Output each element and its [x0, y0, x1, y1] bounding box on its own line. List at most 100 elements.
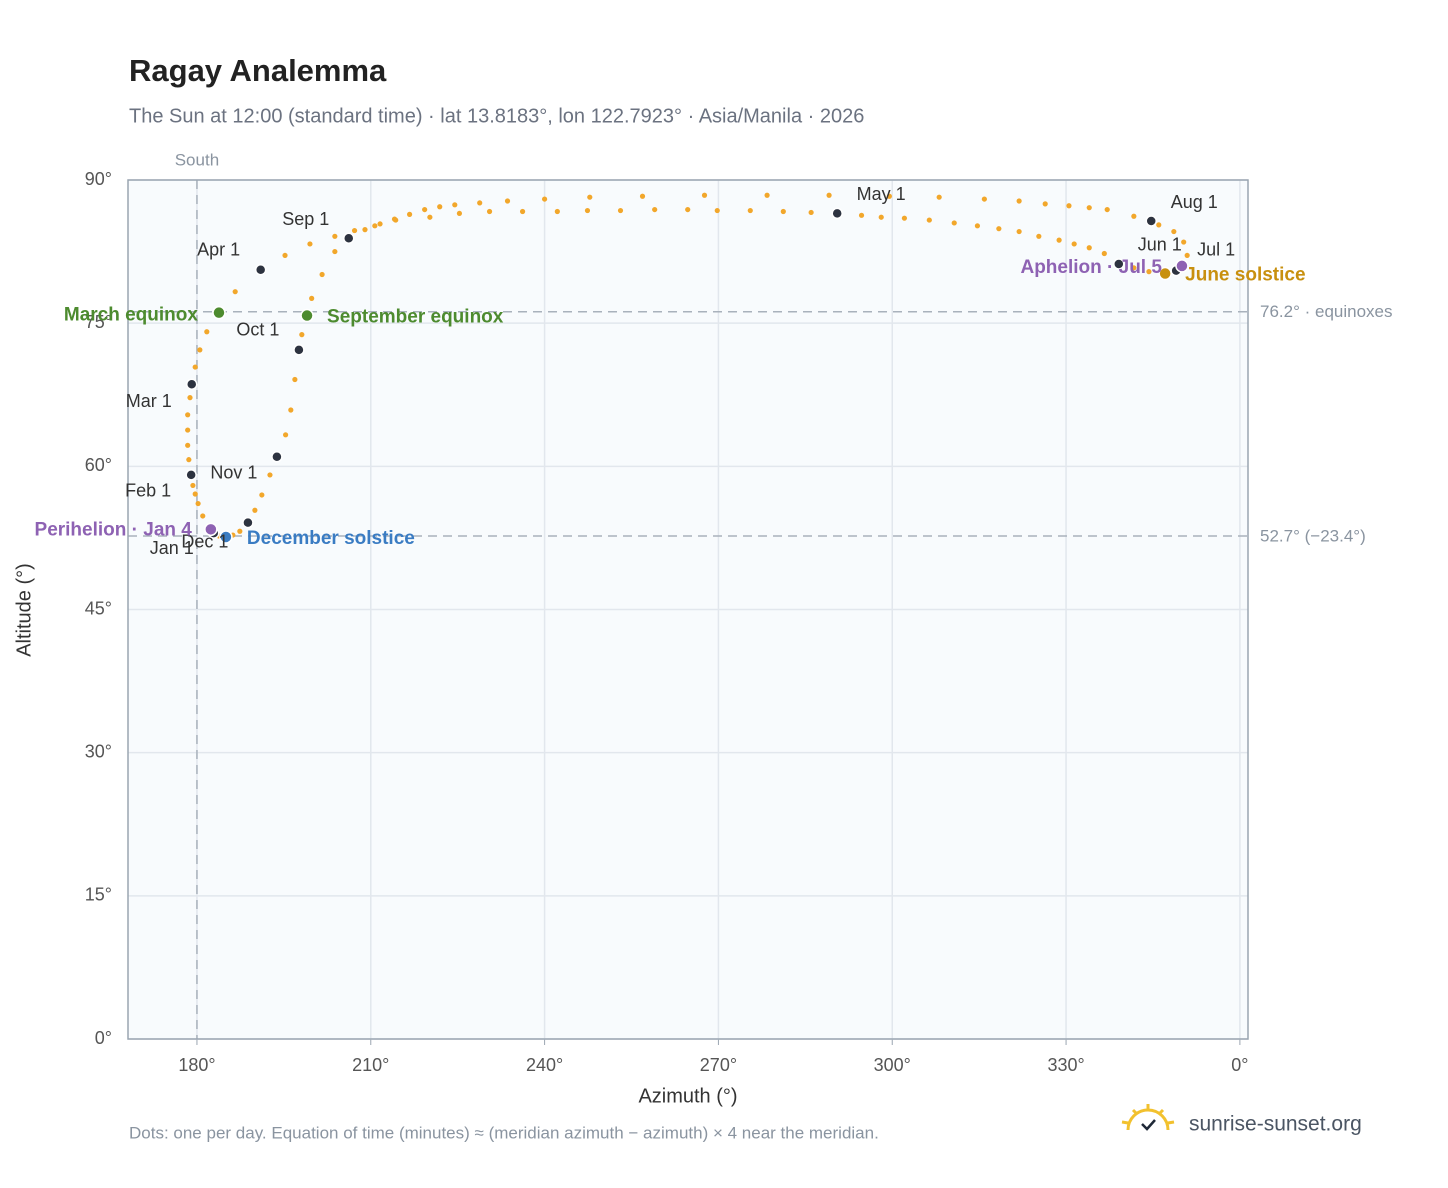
daily-dot	[1101, 250, 1107, 257]
reference-label: 52.7° (−23.4°)	[1260, 526, 1366, 545]
daily-dot	[452, 202, 458, 208]
daily-dot	[362, 227, 368, 233]
daily-dot	[1131, 265, 1137, 271]
daily-dot	[1146, 269, 1152, 275]
daily-dot	[1131, 213, 1137, 219]
daily-dot	[996, 226, 1002, 232]
daily-dot	[1071, 241, 1077, 247]
month-label: May 1	[857, 184, 906, 204]
daily-dot	[1036, 233, 1042, 239]
daily-dot	[1042, 201, 1048, 207]
y-axis-label: Altitude (°)	[13, 563, 35, 657]
chart-subtitle: The Sun at 12:00 (standard time) · lat 1…	[129, 105, 864, 127]
daily-dot	[195, 500, 201, 507]
daily-dot	[1184, 252, 1190, 259]
x-tick-label: 330°	[1047, 1055, 1084, 1075]
month-marker	[1113, 258, 1125, 270]
daily-dot	[332, 233, 338, 239]
month-label: Mar 1	[126, 391, 172, 411]
reference-lines	[128, 180, 1248, 1039]
event-marker	[1175, 259, 1189, 273]
daily-dot	[288, 407, 294, 413]
daily-dot	[197, 347, 203, 353]
daily-dot	[292, 376, 298, 383]
month-marker	[293, 344, 305, 356]
daily-dot	[1056, 237, 1062, 243]
daily-dot	[519, 208, 526, 215]
daily-dot	[974, 223, 981, 229]
month-label: Feb 1	[125, 481, 171, 501]
event-marker	[300, 308, 314, 323]
footnote: Dots: one per day. Equation of time (min…	[129, 1123, 879, 1142]
daily-dot	[204, 329, 210, 335]
daily-dot	[747, 207, 753, 214]
month-marker	[343, 232, 355, 244]
markers	[185, 207, 1189, 544]
month-marker	[1145, 215, 1157, 227]
x-tick-label: 300°	[874, 1055, 911, 1075]
daily-dot	[192, 491, 198, 497]
daily-dot	[504, 198, 511, 204]
daily-dot	[1086, 205, 1092, 211]
daily-dot	[185, 412, 191, 418]
meridian-label: South	[175, 150, 219, 169]
daily-dot	[252, 507, 258, 513]
daily-dot	[780, 208, 786, 215]
month-marker	[831, 207, 843, 220]
y-tick-label: 30°	[85, 741, 112, 761]
x-tick-label: 240°	[526, 1055, 563, 1075]
daily-dot	[878, 214, 884, 220]
y-tick-label: 90°	[85, 169, 112, 189]
event-label: March equinox	[64, 305, 199, 326]
daily-dot	[981, 196, 987, 202]
daily-dot	[259, 492, 265, 498]
daily-dot	[422, 206, 428, 213]
daily-dot	[554, 208, 560, 215]
daily-dot	[936, 194, 942, 200]
daily-dot	[1104, 206, 1110, 213]
event-label: December solstice	[247, 528, 415, 549]
month-marker	[242, 516, 254, 529]
daily-dot	[714, 207, 720, 214]
daily-dot	[587, 194, 593, 200]
daily-dot	[1016, 228, 1022, 235]
daily-dot	[808, 209, 814, 216]
daily-dot	[190, 482, 196, 489]
daily-dot	[541, 196, 548, 202]
y-tick-label: 75°	[85, 312, 112, 332]
daily-dot	[186, 457, 192, 463]
daily-dot	[584, 207, 591, 214]
daily-dot	[351, 227, 358, 234]
month-label: Sep 1	[282, 209, 329, 229]
x-tick-label: 0°	[1231, 1055, 1248, 1075]
x-tick-label: 210°	[352, 1055, 389, 1075]
month-marker	[185, 469, 197, 481]
month-marker	[271, 451, 283, 463]
month-label: Nov 1	[210, 463, 257, 483]
daily-dot	[764, 192, 770, 198]
daily-dot	[427, 214, 433, 220]
daily-dot	[185, 442, 191, 448]
daily-dot	[237, 528, 243, 534]
daily-dot	[826, 192, 832, 198]
daily-dot	[639, 193, 646, 199]
plot-frame	[127, 179, 1249, 1040]
daily-dot	[187, 395, 193, 401]
x-axis-label: Azimuth (°)	[638, 1085, 737, 1107]
daily-dot	[406, 211, 413, 217]
month-label: Dec 1	[181, 531, 228, 551]
daily-dot	[192, 364, 198, 370]
daily-dot	[185, 427, 191, 433]
month-label: Jul 1	[1197, 239, 1235, 259]
y-tick-label: 60°	[85, 455, 112, 475]
month-label: Jun 1	[1138, 235, 1182, 255]
daily-dot	[267, 472, 273, 478]
event-label: Aphelion · Jul 5	[1020, 257, 1162, 278]
daily-dot	[486, 208, 493, 215]
daily-dot	[701, 192, 708, 198]
y-tick-label: 45°	[85, 598, 112, 618]
y-tick-label: 0°	[95, 1028, 112, 1048]
daily-dot	[307, 241, 313, 247]
